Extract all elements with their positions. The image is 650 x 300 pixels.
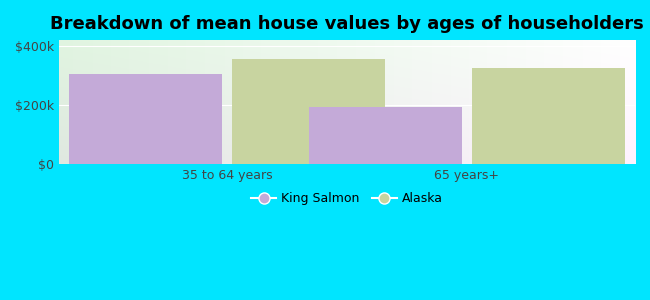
Bar [69, 74, 222, 164]
Bar [472, 68, 625, 164]
Bar [309, 106, 462, 164]
Legend: King Salmon, Alaska: King Salmon, Alaska [246, 187, 448, 210]
Bar [232, 59, 385, 164]
Title: Breakdown of mean house values by ages of householders: Breakdown of mean house values by ages o… [50, 15, 644, 33]
